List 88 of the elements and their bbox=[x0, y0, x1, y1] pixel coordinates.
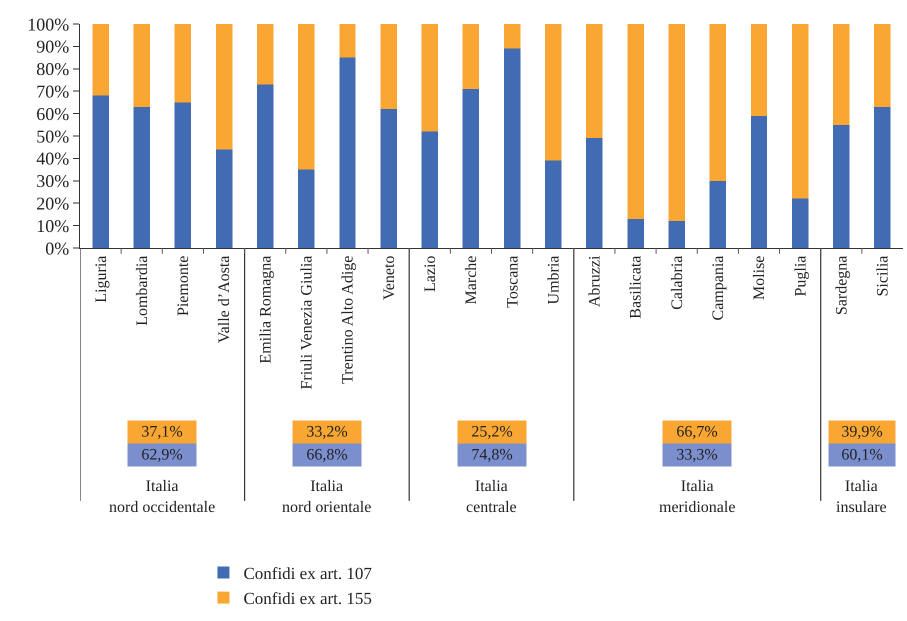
y-tick-label: 0% bbox=[45, 238, 70, 258]
text: Italia insulare bbox=[836, 478, 887, 516]
bar bbox=[216, 149, 232, 248]
bar bbox=[174, 24, 192, 102]
bar bbox=[668, 221, 685, 248]
text: 60,1% bbox=[841, 446, 883, 464]
bar bbox=[627, 24, 644, 219]
x-tick-label: Lombardia bbox=[134, 256, 151, 326]
bar bbox=[256, 84, 274, 248]
y-tick-label: 10% bbox=[36, 216, 70, 236]
y-tick-label: 20% bbox=[36, 194, 70, 214]
y-tick-label: 50% bbox=[36, 126, 70, 146]
text: 25,2% bbox=[471, 424, 513, 440]
x-tick-label: Puglia bbox=[792, 256, 810, 296]
bar bbox=[833, 124, 850, 248]
x-tick-label: Calabria bbox=[668, 256, 686, 310]
bar bbox=[874, 106, 891, 248]
text: 33,3% bbox=[676, 446, 718, 464]
text: 66,8% bbox=[306, 446, 348, 464]
bar bbox=[833, 24, 850, 125]
text: Italia nord orientale bbox=[282, 478, 372, 516]
bar bbox=[750, 116, 768, 248]
bar bbox=[462, 24, 480, 89]
bar bbox=[216, 24, 232, 150]
bar bbox=[668, 24, 685, 222]
bar bbox=[380, 24, 397, 110]
bar bbox=[874, 24, 891, 107]
x-tick-label: Liguria bbox=[92, 256, 110, 303]
text: 33,2% bbox=[306, 424, 348, 440]
text: 62,9% bbox=[141, 446, 183, 464]
bar bbox=[380, 109, 397, 248]
text: 37,1% bbox=[141, 424, 183, 440]
y-tick-label: 40% bbox=[36, 148, 70, 169]
bar bbox=[710, 180, 726, 248]
text: Italia centrale bbox=[466, 478, 517, 516]
y-tick-label: 70% bbox=[36, 82, 70, 102]
text: Italia meridionale bbox=[659, 478, 736, 516]
bar bbox=[92, 24, 109, 96]
bar bbox=[792, 24, 808, 199]
bar bbox=[586, 138, 603, 248]
bar bbox=[627, 218, 644, 248]
x-tick-label: Friuli Venezia Giulia bbox=[298, 256, 316, 390]
x-tick-label: Toscana bbox=[504, 256, 522, 308]
x-tick-label: Veneto bbox=[380, 256, 398, 300]
x-tick-label: Lazio bbox=[422, 256, 439, 292]
x-tick-label: Piemonte bbox=[175, 256, 192, 316]
bar bbox=[339, 58, 356, 248]
x-tick-label: Trentino Alto Adige bbox=[340, 256, 357, 384]
bar bbox=[298, 170, 315, 248]
bar bbox=[134, 24, 150, 107]
bar bbox=[545, 160, 562, 248]
y-tick-label: 30% bbox=[36, 171, 70, 192]
bar bbox=[422, 24, 438, 132]
x-tick-label: Marche bbox=[463, 256, 480, 304]
y-tick-label: 60% bbox=[36, 104, 70, 124]
x-tick-label: Campania bbox=[710, 256, 728, 320]
bar bbox=[504, 48, 520, 248]
text: 74,8% bbox=[471, 446, 513, 464]
text: 39,9% bbox=[841, 424, 883, 440]
x-tick-label: Basilicata bbox=[628, 256, 645, 319]
text: Italia nord occidentale bbox=[109, 478, 216, 516]
bar bbox=[750, 24, 768, 116]
text: 66,7% bbox=[676, 424, 718, 440]
y-tick-label: 100% bbox=[27, 14, 70, 34]
x-tick-label: Molise bbox=[751, 256, 768, 300]
bar bbox=[504, 24, 520, 49]
bar bbox=[792, 198, 808, 248]
x-tick-label: Emilia Romagna bbox=[257, 256, 274, 364]
bar bbox=[92, 96, 109, 248]
x-tick-label: Sicilia bbox=[874, 256, 892, 296]
y-tick-label: 90% bbox=[36, 36, 70, 57]
bar bbox=[710, 24, 726, 181]
bar bbox=[256, 24, 274, 84]
x-tick-label: Valle d’Aosta bbox=[216, 256, 234, 344]
bar bbox=[586, 24, 603, 138]
bar bbox=[134, 106, 150, 248]
legend-label: Confidi ex art. 155 bbox=[243, 589, 372, 608]
bar bbox=[339, 24, 356, 58]
bar bbox=[174, 102, 192, 248]
legend-label: Confidi ex art. 107 bbox=[243, 564, 372, 584]
x-tick-label: Abruzzi bbox=[586, 255, 604, 308]
bar bbox=[298, 24, 315, 170]
y-tick-label: 80% bbox=[36, 59, 70, 80]
bar bbox=[422, 132, 438, 248]
x-tick-label: Umbria bbox=[545, 256, 562, 304]
x-tick-label: Sardegna bbox=[833, 256, 850, 316]
bar bbox=[462, 88, 480, 248]
bar bbox=[545, 24, 562, 161]
